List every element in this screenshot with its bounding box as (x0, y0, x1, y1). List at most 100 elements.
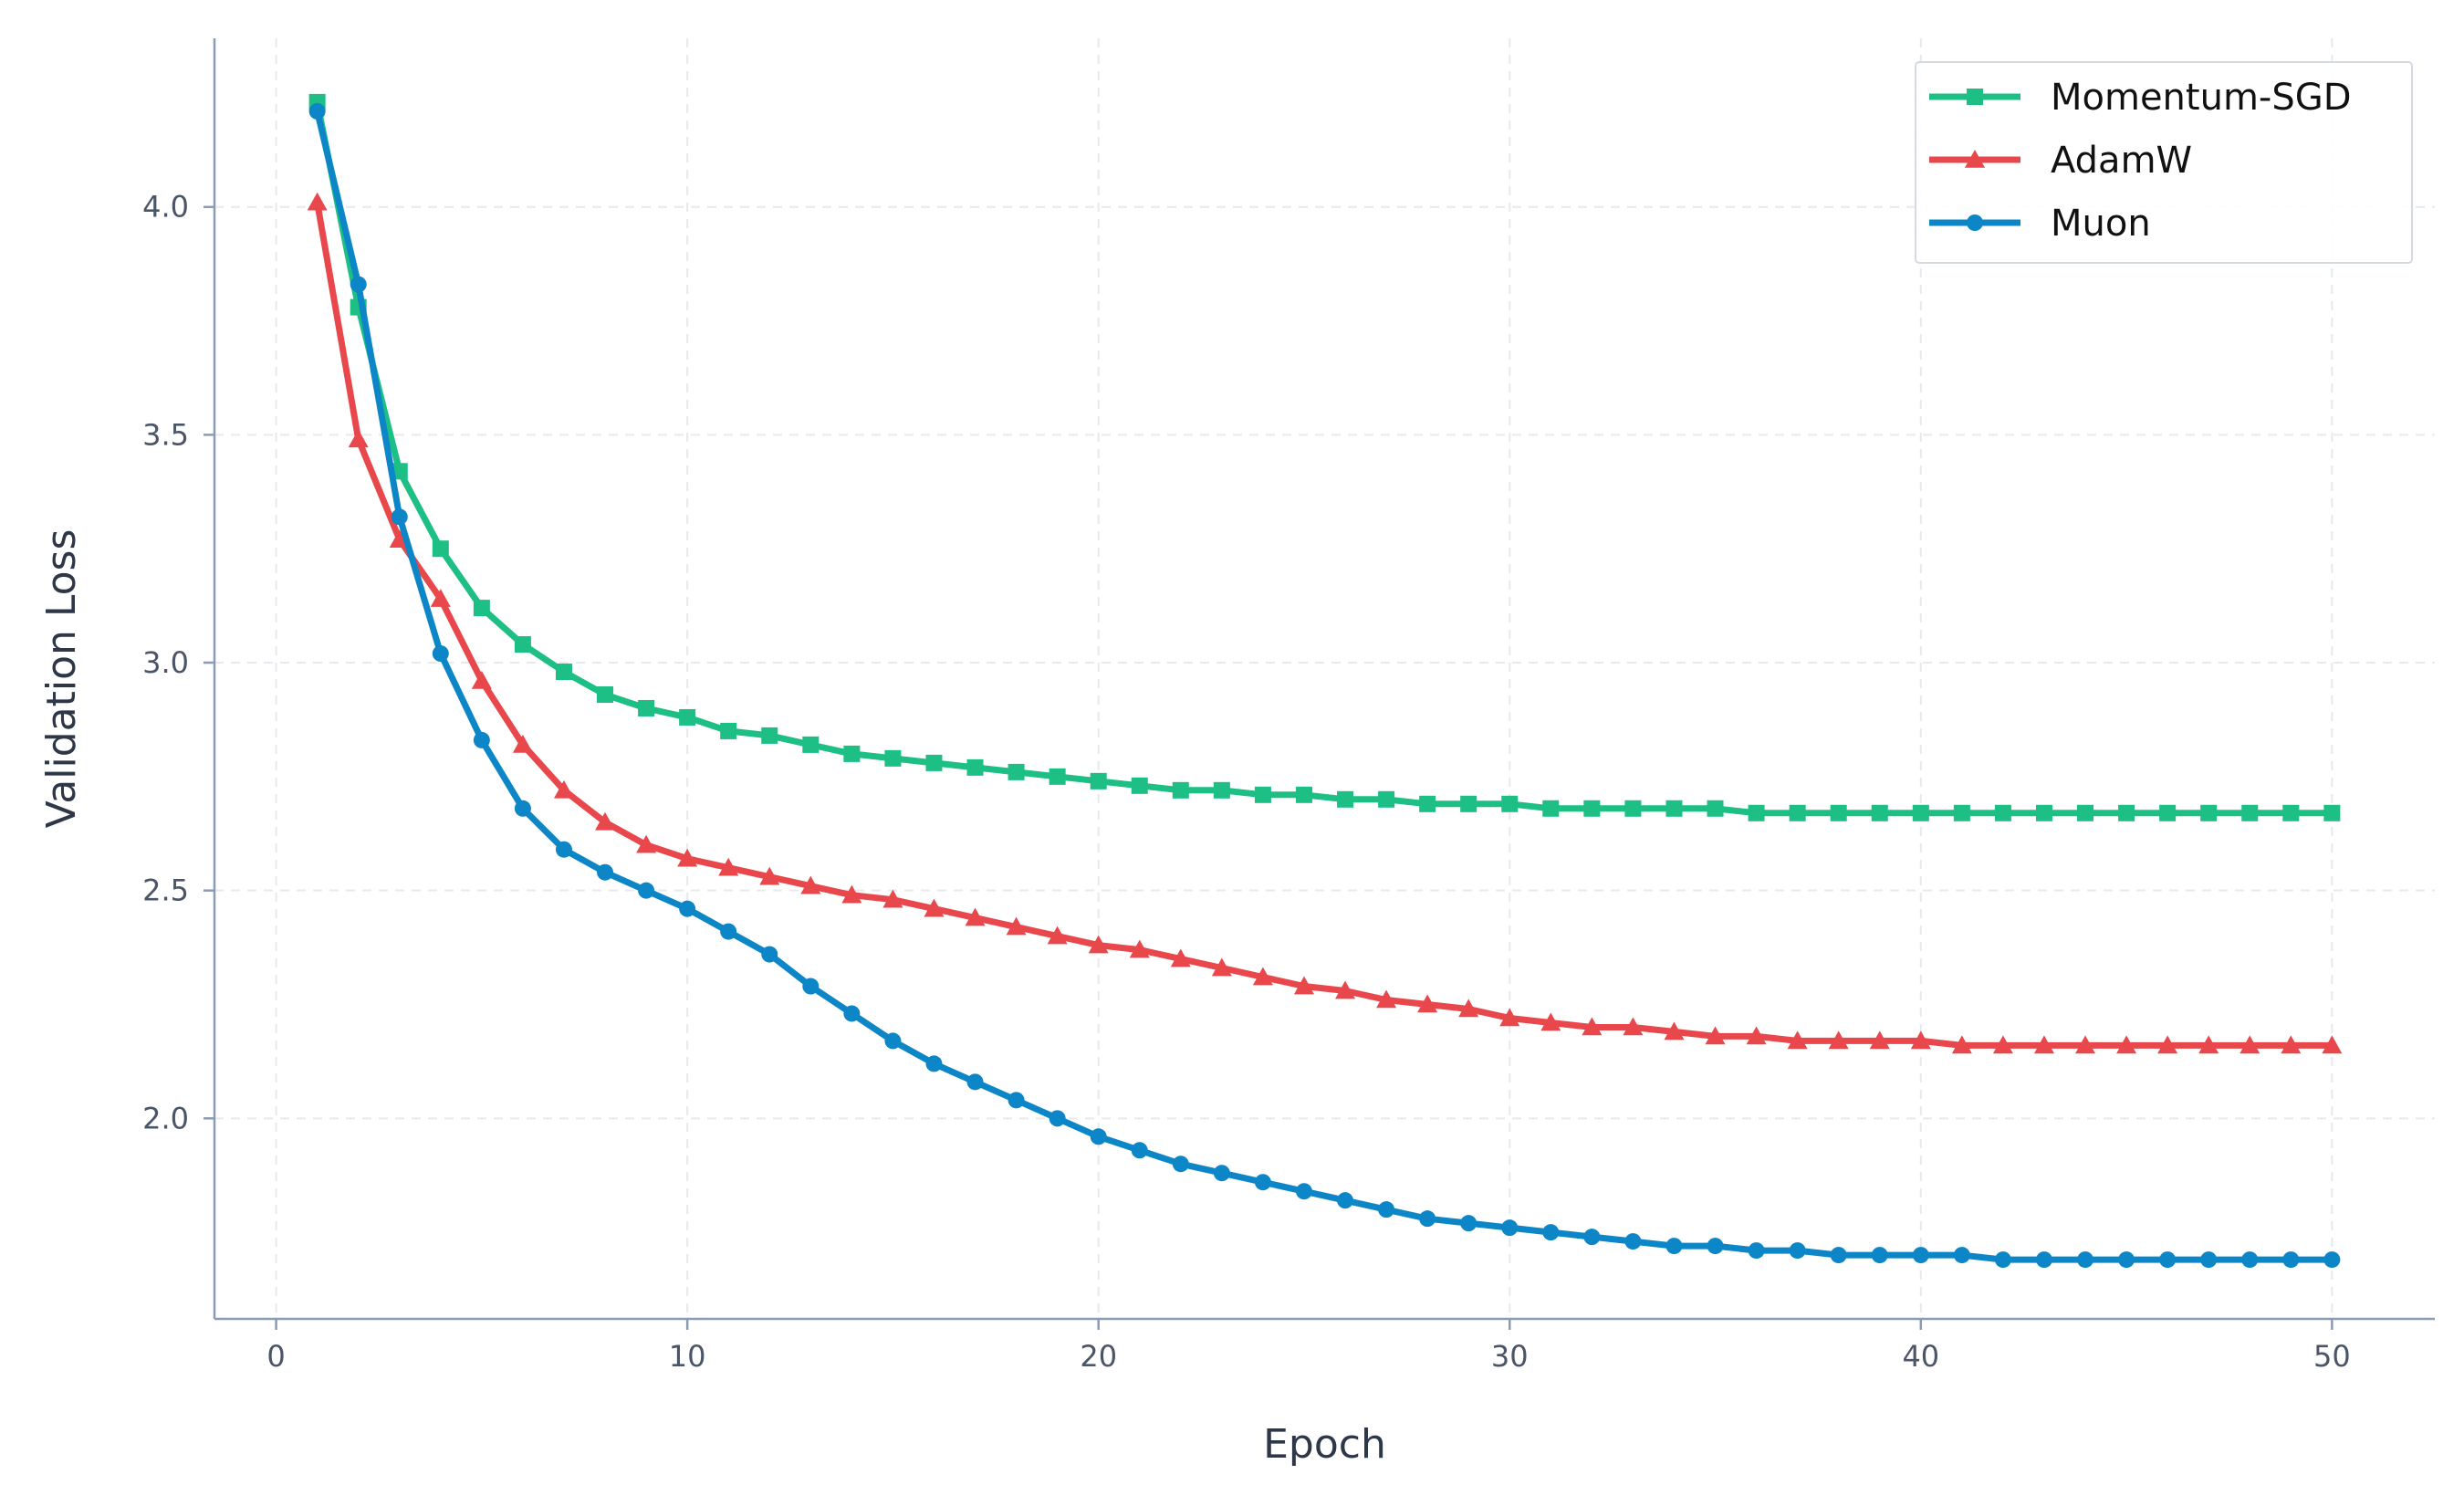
data-point-momentum-sgd (966, 758, 984, 776)
data-point-momentum-sgd (843, 745, 861, 762)
data-point-adamw (2075, 1035, 2096, 1054)
data-point-adamw (1582, 1017, 1603, 1036)
data-point-muon (1789, 1242, 1806, 1260)
data-point-muon (2200, 1251, 2218, 1269)
data-point-momentum-sgd (1213, 781, 1230, 799)
legend-marker (1965, 150, 1985, 168)
x-axis-label: Epoch (1263, 1421, 1386, 1468)
data-point-muon (1542, 1224, 1560, 1241)
data-point-muon (350, 276, 367, 293)
data-point-momentum-sgd (1295, 786, 1312, 803)
legend-label: Muon (2051, 203, 2151, 245)
data-point-momentum-sgd (1172, 781, 1189, 799)
data-point-adamw (1088, 935, 1109, 954)
data-point-muon (720, 923, 737, 940)
data-point-adamw (2281, 1035, 2302, 1054)
y-tick-label: 2.5 (142, 873, 189, 908)
data-point-adamw (1129, 939, 1150, 958)
data-point-momentum-sgd (2159, 804, 2177, 821)
data-point-muon (1830, 1247, 1847, 1264)
data-point-muon (761, 946, 778, 963)
legend-label: Momentum-SGD (2051, 77, 2352, 119)
data-point-muon (391, 508, 408, 526)
x-tick-label: 10 (669, 1339, 706, 1374)
data-point-muon (514, 800, 531, 817)
data-point-momentum-sgd (432, 540, 449, 558)
data-point-muon (1254, 1174, 1271, 1191)
data-point-momentum-sgd (1460, 795, 1477, 812)
data-point-adamw (307, 192, 328, 211)
data-point-muon (2035, 1251, 2052, 1269)
data-point-adamw (1828, 1030, 1849, 1050)
data-point-momentum-sgd (761, 727, 778, 744)
data-point-adamw (2157, 1035, 2178, 1054)
series-line-adamw (314, 199, 2335, 1049)
data-point-muon (555, 841, 572, 858)
data-point-muon (1501, 1219, 1519, 1237)
x-tick-label: 20 (1080, 1339, 1117, 1374)
data-point-momentum-sgd (2118, 804, 2135, 821)
series-adamw (307, 192, 2343, 1054)
data-point-adamw (882, 889, 903, 908)
data-point-momentum-sgd (2323, 804, 2341, 821)
y-ticks: 2.0 2.5 3.0 3.5 4.0 (142, 190, 214, 1135)
data-point-momentum-sgd (555, 664, 572, 681)
data-point-momentum-sgd (473, 600, 490, 617)
data-point-muon (1337, 1192, 1354, 1209)
grid-lines (214, 38, 2435, 1319)
data-point-muon (1131, 1142, 1148, 1159)
y-tick-label: 3.0 (142, 645, 189, 680)
data-point-momentum-sgd (1583, 800, 1601, 817)
data-point-adamw (553, 779, 574, 799)
x-tick-label: 30 (1491, 1339, 1529, 1374)
data-point-muon (597, 863, 614, 881)
legend-box (1915, 61, 2413, 264)
data-point-adamw (1910, 1030, 1931, 1050)
data-point-muon (638, 882, 655, 899)
data-point-momentum-sgd (884, 749, 902, 767)
data-point-momentum-sgd (925, 754, 943, 771)
data-point-momentum-sgd (1871, 804, 1888, 821)
data-point-adamw (718, 857, 739, 876)
legend-item-momentum-sgd: Momentum-SGD (1929, 77, 2352, 119)
data-point-muon (1049, 1110, 1066, 1127)
data-point-muon (2282, 1251, 2300, 1269)
data-point-adamw (965, 907, 986, 926)
data-point-momentum-sgd (2035, 804, 2052, 821)
data-point-adamw (348, 429, 369, 448)
data-point-momentum-sgd (1953, 804, 1970, 821)
data-point-adamw (1458, 999, 1479, 1018)
y-axis-label: Validation Loss (38, 529, 85, 829)
data-point-adamw (1869, 1030, 1890, 1050)
data-point-adamw (759, 866, 780, 885)
series-line-muon (314, 108, 2335, 1263)
data-point-momentum-sgd (1789, 804, 1806, 821)
series-momentum-sgd (308, 93, 2341, 821)
data-point-momentum-sgd (679, 708, 696, 726)
data-point-muon (1748, 1242, 1765, 1260)
data-point-muon (884, 1032, 902, 1050)
data-point-muon (1871, 1247, 1888, 1264)
data-point-muon (1707, 1238, 1724, 1255)
data-point-muon (1460, 1215, 1477, 1232)
data-point-adamw (1705, 1026, 1726, 1045)
data-point-adamw (1335, 980, 1356, 999)
data-point-momentum-sgd (1090, 772, 1107, 790)
data-point-muon (1912, 1247, 1929, 1264)
data-point-muon (2077, 1251, 2094, 1269)
data-point-momentum-sgd (2200, 804, 2218, 821)
data-point-muon (1378, 1201, 1395, 1218)
data-point-momentum-sgd (2282, 804, 2300, 821)
data-point-adamw (1499, 1008, 1520, 1027)
data-point-adamw (1992, 1035, 2013, 1054)
data-point-muon (966, 1073, 984, 1091)
data-point-adamw (471, 670, 492, 689)
data-point-adamw (1006, 916, 1027, 936)
x-ticks: 0 10 20 30 40 50 (266, 1319, 2351, 1374)
data-point-adamw (924, 898, 945, 917)
data-point-adamw (1170, 948, 1191, 967)
data-point-muon (1624, 1233, 1642, 1250)
x-tick-label: 40 (1902, 1339, 1939, 1374)
data-point-muon (1295, 1183, 1312, 1200)
data-point-muon (1008, 1092, 1025, 1109)
